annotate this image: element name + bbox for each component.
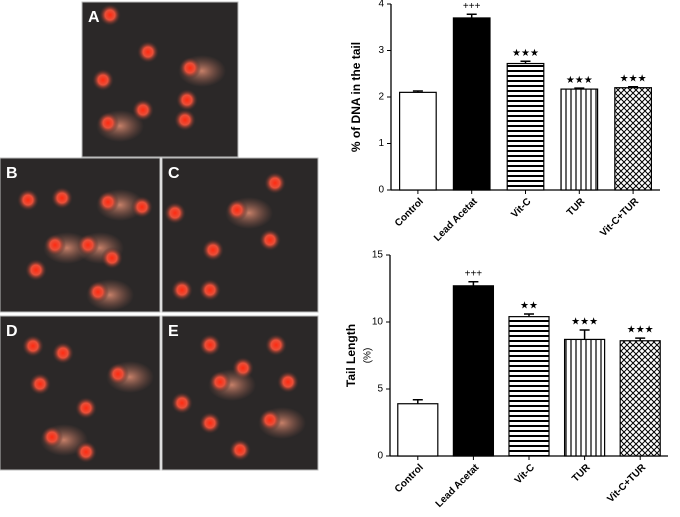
nucleus <box>209 371 231 393</box>
nucleus <box>277 371 299 393</box>
y-axis-title: Tail Length <box>344 324 358 387</box>
bar <box>614 87 652 191</box>
nucleus <box>107 363 129 385</box>
bar <box>508 316 550 457</box>
bar <box>452 285 495 457</box>
nucleus <box>264 172 286 194</box>
panel-label: A <box>88 9 100 26</box>
x-tick-label: TUR <box>565 196 588 219</box>
nucleus <box>87 281 109 303</box>
nucleus <box>97 112 119 134</box>
bar <box>506 62 545 191</box>
panel-label: E <box>168 323 179 340</box>
y-tick-label: 1 <box>378 138 384 149</box>
annotation: ★★★ <box>620 73 647 84</box>
x-tick-label: Vit-C+TUR <box>598 196 641 239</box>
nucleus <box>226 199 248 221</box>
y-tick-label: 4 <box>378 0 384 10</box>
error-bar <box>412 398 423 404</box>
nucleus <box>174 109 196 131</box>
annotation: ★★ <box>520 301 538 312</box>
y-axis-title: % of DNA in the tail <box>349 42 363 152</box>
x-tick-label: Vit-C+TUR <box>605 462 648 505</box>
nucleus <box>171 392 193 414</box>
annotation: +++ <box>465 268 483 279</box>
x-tick-label: Control <box>393 462 426 495</box>
nucleus <box>17 189 39 211</box>
error-bar <box>520 60 531 64</box>
nucleus <box>199 412 221 434</box>
bar <box>452 17 491 191</box>
nucleus <box>265 334 287 356</box>
error-bar <box>635 337 646 341</box>
y-axis-unit: (%) <box>363 348 374 364</box>
x-tick-label: TUR <box>570 462 593 485</box>
nucleus <box>101 247 123 269</box>
nucleus <box>199 279 221 301</box>
annotation: ★★★ <box>566 75 593 86</box>
nucleus <box>25 259 47 281</box>
x-tick-label: Vit-C <box>513 462 537 486</box>
nucleus <box>99 4 121 26</box>
bar <box>619 340 661 457</box>
nucleus <box>29 373 51 395</box>
nucleus <box>52 342 74 364</box>
nucleus <box>176 89 198 111</box>
nucleus <box>75 441 97 463</box>
error-bar <box>628 86 639 88</box>
nucleus <box>259 409 281 431</box>
bar <box>397 403 439 457</box>
panel-label: D <box>6 323 18 340</box>
panel-label: C <box>168 165 180 182</box>
annotation: ★★★ <box>627 325 654 336</box>
nucleus <box>171 279 193 301</box>
nucleus <box>202 239 224 261</box>
nucleus <box>92 69 114 91</box>
bar <box>560 88 599 191</box>
nucleus <box>97 191 119 213</box>
y-tick-label: 15 <box>372 250 384 261</box>
annotation: ★★★ <box>512 48 539 59</box>
y-tick-label: 0 <box>377 451 383 462</box>
nucleus <box>44 234 66 256</box>
error-bar <box>468 281 479 286</box>
bar <box>563 338 606 457</box>
nucleus <box>229 439 251 461</box>
y-tick-label: 0 <box>378 185 384 196</box>
nucleus <box>131 196 153 218</box>
x-tick-label: Vit-C <box>509 196 533 220</box>
panel-label: B <box>6 165 18 182</box>
x-tick-label: Lead Acetat <box>434 462 482 510</box>
error-bar <box>579 329 590 340</box>
nucleus <box>137 41 159 63</box>
nucleus <box>164 202 186 224</box>
y-tick-label: 10 <box>372 317 384 328</box>
bar <box>399 91 437 191</box>
error-bar <box>524 313 534 317</box>
y-tick-label: 3 <box>378 45 384 56</box>
nucleus <box>77 234 99 256</box>
nucleus <box>51 187 73 209</box>
annotation: ★★★ <box>571 317 598 328</box>
error-bar <box>412 90 423 93</box>
error-bar <box>466 13 477 18</box>
nucleus <box>75 397 97 419</box>
nucleus <box>41 426 63 448</box>
nucleus <box>22 335 44 357</box>
nucleus <box>259 229 281 251</box>
y-tick-label: 5 <box>377 384 383 395</box>
y-tick-label: 2 <box>378 92 384 103</box>
x-tick-label: Control <box>393 196 426 229</box>
annotation: +++ <box>463 1 481 12</box>
error-bar <box>574 87 585 90</box>
x-tick-label: Lead Acetat <box>432 196 480 244</box>
nucleus <box>179 57 201 79</box>
nucleus <box>199 334 221 356</box>
